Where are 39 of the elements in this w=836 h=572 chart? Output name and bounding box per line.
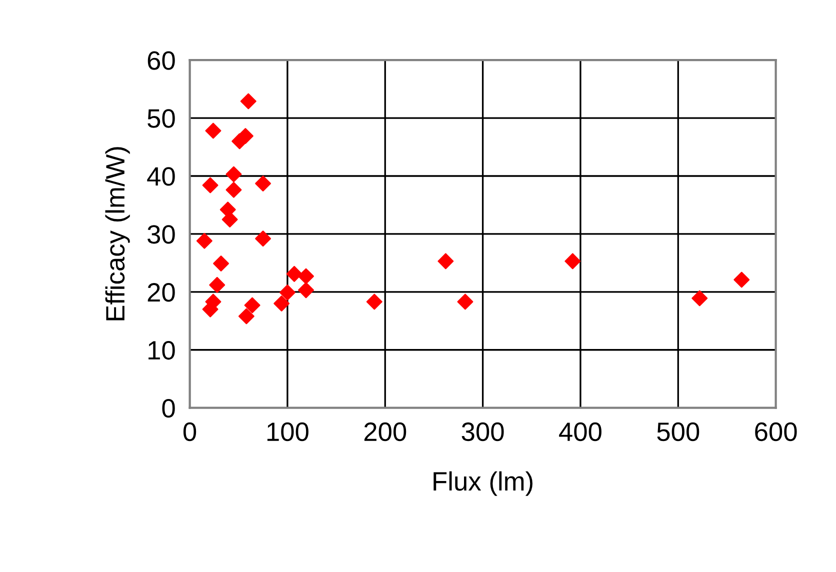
x-tick-label: 200 [364, 422, 406, 442]
x-tick-label: 600 [755, 422, 797, 442]
y-tick-label: 0 [162, 398, 175, 418]
point [238, 308, 254, 324]
x-axis-title: Flux (lm) [434, 471, 532, 496]
y-tick-label: 50 [148, 109, 175, 128]
point [255, 230, 272, 247]
x-tick-label: 0 [183, 422, 196, 442]
point [692, 290, 708, 306]
point [226, 182, 242, 198]
point [240, 93, 256, 110]
point [196, 232, 212, 249]
y-tick-label: 10 [148, 341, 175, 360]
x-tick-label: 400 [559, 422, 602, 442]
point [366, 294, 382, 310]
y-tick-label: 40 [147, 167, 175, 186]
point [244, 297, 260, 314]
point [457, 294, 474, 310]
point [202, 177, 218, 194]
point [298, 282, 314, 298]
point [279, 284, 296, 300]
y-tick-label: 20 [148, 283, 175, 302]
point [298, 268, 314, 284]
point [438, 253, 454, 270]
point [255, 176, 272, 192]
y-tick-label: 60 [148, 51, 175, 70]
y-axis-title: Efficacy (lm/W) [105, 147, 130, 320]
x-tick-label: 100 [267, 422, 308, 442]
point [209, 276, 226, 293]
point [274, 296, 290, 312]
point [564, 253, 581, 270]
point [286, 266, 302, 282]
y-tick-label: 30 [148, 225, 175, 244]
x-tick-label: 500 [657, 422, 700, 442]
point [734, 272, 750, 288]
point [205, 122, 222, 139]
point [213, 256, 230, 272]
x-tick-label: 300 [462, 422, 504, 442]
point [226, 166, 242, 182]
